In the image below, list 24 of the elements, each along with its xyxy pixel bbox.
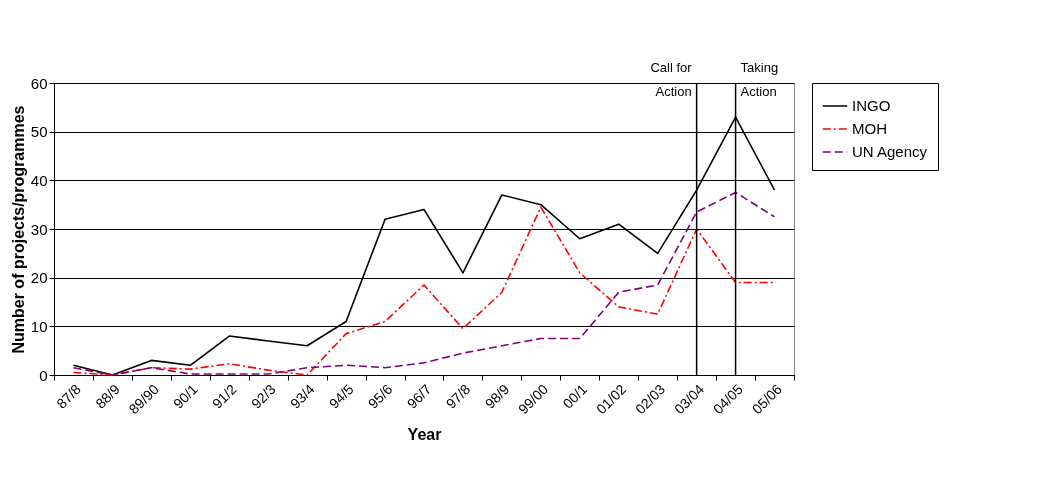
legend-label: INGO <box>852 97 891 114</box>
legend-label: UN Agency <box>852 143 928 160</box>
x-tick-label: 98/9 <box>481 380 513 412</box>
x-tick-label: 00/1 <box>559 380 591 412</box>
x-tick-label: 91/2 <box>209 380 240 412</box>
y-tick-label: 40 <box>30 171 48 189</box>
legend-label: MOH <box>852 120 887 137</box>
y-tick-label: 20 <box>30 269 48 287</box>
y-tick-label: 0 <box>39 366 48 384</box>
x-tick-label: 95/6 <box>364 380 396 412</box>
y-axis-title: Number of projects/programmes <box>9 105 27 354</box>
y-tick-label: 50 <box>30 123 48 141</box>
y-tick-label: 10 <box>30 317 48 335</box>
x-tick-label: 87/8 <box>53 380 85 412</box>
y-tick-label: 60 <box>30 74 48 92</box>
x-tick-label: 90/1 <box>170 380 201 412</box>
x-tick-label: 93/4 <box>286 380 318 412</box>
x-axis-title: Year <box>407 426 442 444</box>
y-tick-label: 30 <box>30 220 48 238</box>
x-tick-label: 92/3 <box>248 380 279 412</box>
x-tick-label: 88/9 <box>92 380 123 412</box>
ref-line-label: Taking Action <box>740 60 779 99</box>
x-tick-label: 97/8 <box>442 380 474 412</box>
ref-line-label: Call for Action <box>650 60 693 99</box>
